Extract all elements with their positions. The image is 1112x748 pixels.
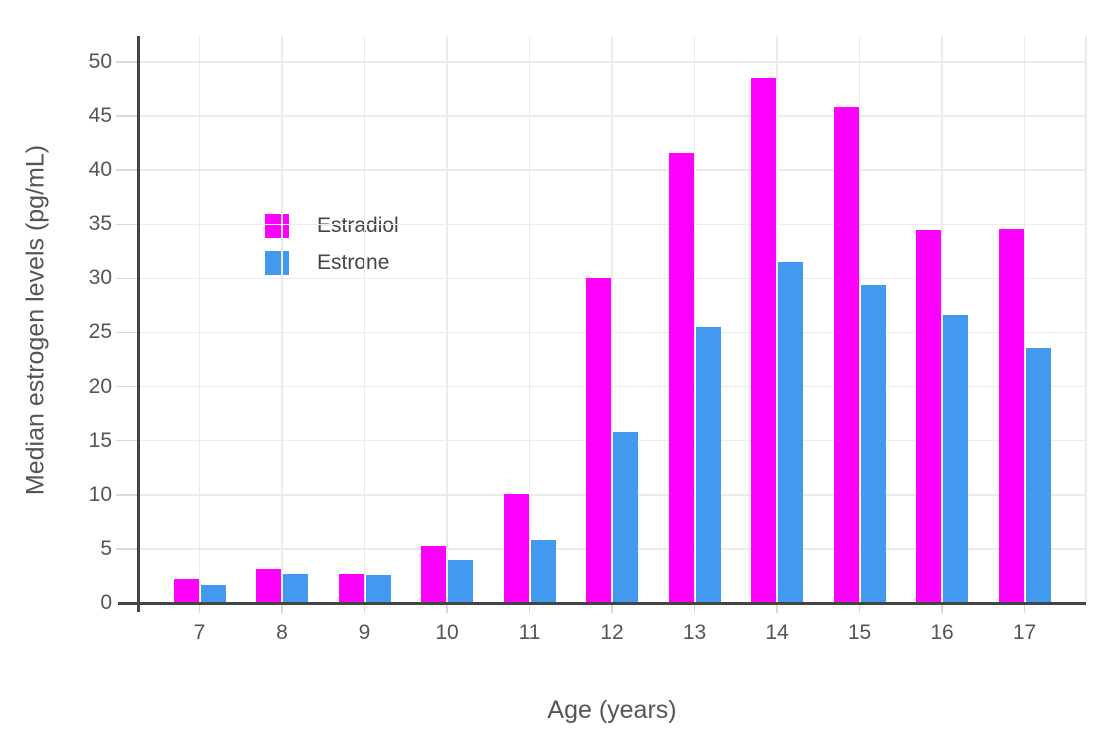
x-tick-label: 16 (930, 621, 954, 644)
y-tick-label: 20 (88, 374, 112, 398)
x-tick (858, 603, 861, 613)
y-tick (116, 61, 138, 63)
x-tick (363, 603, 366, 613)
x-tick-label: 10 (435, 621, 459, 644)
y-tick-label: 45 (88, 104, 112, 128)
bar-estrone-10 (448, 559, 473, 603)
y-tick (116, 223, 138, 226)
y-axis-line (136, 36, 140, 612)
bar-estradiol-11 (503, 493, 529, 603)
x-gridline (363, 36, 366, 603)
bar-estradiol-9 (338, 573, 364, 603)
x-tick (198, 603, 201, 613)
y-tick (116, 331, 138, 334)
y-tick (116, 494, 138, 496)
x-tick (776, 603, 778, 613)
legend: Estradiol Estrone (265, 214, 399, 288)
x-tick-label: 14 (765, 621, 789, 644)
bar-estradiol-10 (421, 545, 446, 603)
x-gridline (693, 36, 696, 603)
x-tick-label: 9 (358, 621, 371, 644)
x-gridline (776, 36, 778, 603)
bar-estrone-12 (613, 432, 638, 603)
y-tick-label: 50 (88, 49, 112, 73)
y-tick-label: 30 (88, 266, 112, 290)
x-tick (1023, 603, 1026, 613)
y-tick (116, 277, 138, 280)
y-tick (116, 169, 138, 171)
x-tick (693, 603, 696, 613)
x-gridline (528, 36, 531, 603)
bar-estrone-13 (695, 327, 721, 603)
x-tick-label: 7 (193, 621, 206, 644)
x-gridline (941, 36, 943, 603)
x-tick (941, 603, 943, 613)
y-tick (116, 439, 138, 442)
bar-estrone-9 (365, 574, 391, 603)
x-tick-label: 11 (518, 621, 541, 644)
legend-item-estradiol[interactable]: Estradiol (265, 214, 399, 238)
y-tick-label: 15 (88, 428, 112, 452)
x-gridline (446, 36, 448, 603)
bar-estrone-11 (530, 540, 556, 603)
estrone-swatch-icon (265, 251, 289, 275)
x-tick-label: 13 (682, 621, 707, 644)
x-tick-label: 8 (276, 621, 288, 644)
bar-estrone-15 (860, 284, 886, 603)
y-tick-label: 35 (88, 212, 112, 236)
x-axis-line (118, 601, 1086, 605)
x-gridline (198, 36, 201, 603)
x-tick-label: 15 (847, 621, 872, 644)
x-axis-title: Age (years) (547, 696, 677, 724)
y-tick-label: 10 (88, 482, 112, 506)
x-tick (446, 603, 448, 613)
y-tick-label: 25 (88, 320, 112, 344)
x-tick (281, 603, 283, 613)
y-tick (116, 548, 138, 550)
bar-estrone-16 (943, 315, 968, 603)
legend-label-estrone: Estrone (317, 251, 390, 274)
y-tick-label: 40 (88, 158, 112, 182)
y-tick-label: 0 (100, 591, 112, 614)
y-tick-label: 5 (100, 536, 112, 560)
y-tick (116, 115, 138, 117)
x-tick-label: 17 (1012, 621, 1037, 644)
x-tick (611, 603, 613, 613)
bar-estradiol-16 (916, 229, 941, 603)
bar-estradiol-7 (173, 579, 199, 603)
bar-estrone-14 (778, 262, 803, 603)
bar-estrone-17 (1025, 347, 1051, 603)
x-tick (528, 603, 531, 613)
x-gridline (858, 36, 861, 603)
estradiol-swatch-icon (265, 214, 289, 238)
bar-estrone-8 (283, 573, 308, 603)
plot-right-gridline (1085, 36, 1087, 603)
bar-estradiol-12 (586, 278, 611, 603)
bar-estradiol-8 (256, 569, 281, 603)
bar-estradiol-14 (751, 78, 776, 603)
y-tick (116, 385, 138, 388)
x-gridline (611, 36, 613, 603)
bar-estrone-7 (200, 584, 226, 603)
legend-item-estrone[interactable]: Estrone (265, 251, 399, 275)
bar-estradiol-17 (998, 228, 1024, 603)
x-gridline (1023, 36, 1026, 603)
bar-estradiol-13 (668, 152, 694, 603)
legend-label-estradiol: Estradiol (317, 214, 399, 237)
x-tick-label: 12 (600, 621, 624, 644)
x-gridline (281, 36, 283, 603)
bar-estradiol-15 (833, 107, 859, 603)
